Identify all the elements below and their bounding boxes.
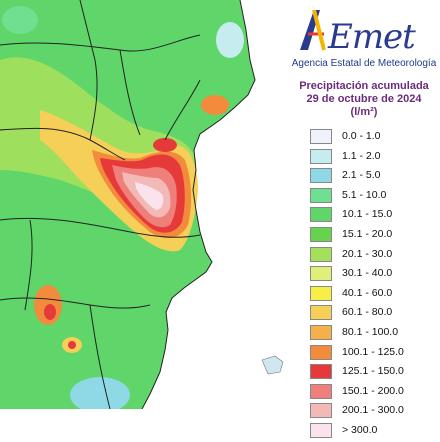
precipitation-map — [0, 0, 284, 409]
legend-label: 60.1 - 80.0 — [342, 306, 393, 319]
legend-swatch — [310, 403, 332, 419]
aemet-logo: Emet — [294, 4, 434, 60]
island — [261, 355, 284, 375]
coastline — [141, 0, 256, 409]
legend: 0.0 - 1.0 1.1 - 2.0 2.1 - 5.0 5.1 - 10.0 10.… — [310, 128, 440, 442]
map-title: Precipitación acumulada 29 de octubre de… — [288, 80, 440, 119]
legend-swatch — [310, 148, 332, 164]
legend-panel: Emet Agencia Estatal de Meteorología Pre… — [288, 0, 440, 438]
legend-label: > 300.0 — [342, 423, 378, 436]
legend-swatch — [310, 129, 332, 144]
legend-swatch — [310, 266, 332, 282]
legend-item: 15.1 - 20.0 — [310, 226, 440, 246]
legend-swatch — [310, 305, 332, 321]
legend-label: 30.1 - 40.0 — [342, 267, 393, 280]
legend-label: 15.1 - 20.0 — [342, 227, 393, 240]
svg-text:Emet: Emet — [327, 17, 416, 57]
legend-label: 100.1 - 125.0 — [342, 345, 404, 358]
legend-item: 150.1 - 200.0 — [310, 383, 440, 403]
legend-swatch — [310, 168, 332, 184]
legend-item: 30.1 - 40.0 — [310, 265, 440, 285]
band-over-300 — [135, 182, 164, 210]
legend-swatch — [310, 226, 332, 242]
dry-patch-1 — [70, 377, 130, 409]
aemet-logo-mark: Emet — [300, 9, 417, 57]
legend-item: 5.1 - 10.0 — [310, 187, 440, 207]
legend-item: 200.1 - 300.0 — [310, 402, 440, 422]
south-red-spot-2 — [68, 341, 76, 349]
title-line-2: 29 de octubre de 2024 — [306, 93, 422, 105]
legend-item: 20.1 - 30.0 — [310, 246, 440, 266]
legend-swatch — [310, 187, 332, 203]
legend-swatch — [310, 207, 332, 223]
legend-swatch — [310, 383, 332, 399]
legend-label: 0.0 - 1.0 — [342, 130, 381, 142]
south-red-spot — [44, 304, 56, 320]
dry-patch-3 — [216, 22, 244, 58]
legend-swatch — [310, 285, 332, 301]
legend-item: 10.1 - 15.0 — [310, 206, 440, 226]
legend-item: 0.0 - 1.0 — [310, 128, 440, 148]
legend-item: 40.1 - 60.0 — [310, 285, 440, 305]
province-borders — [0, 0, 201, 409]
legend-item: 125.1 - 150.0 — [310, 363, 440, 383]
legend-label: 10.1 - 15.0 — [342, 208, 393, 221]
legend-label: 5.1 - 10.0 — [342, 188, 387, 201]
legend-item: 2.1 - 5.0 — [310, 167, 440, 187]
legend-swatch — [310, 324, 332, 340]
legend-item: 60.1 - 80.0 — [310, 304, 440, 324]
north-orange-spot — [201, 95, 229, 115]
title-unit: (l/m²) — [350, 106, 378, 118]
legend-swatch — [310, 364, 332, 380]
legend-swatch — [310, 344, 332, 360]
legend-label: 1.1 - 2.0 — [342, 149, 381, 162]
north-red-spot — [153, 138, 177, 152]
legend-label: 40.1 - 60.0 — [342, 286, 393, 299]
title-line-1: Precipitación acumulada — [299, 80, 429, 92]
legend-label: 20.1 - 30.0 — [342, 247, 393, 260]
legend-swatch — [310, 422, 332, 438]
legend-item: 100.1 - 125.0 — [310, 344, 440, 364]
legend-label: 200.1 - 300.0 — [342, 404, 404, 417]
legend-swatch — [310, 246, 332, 262]
legend-label: 150.1 - 200.0 — [342, 384, 404, 397]
legend-item: 1.1 - 2.0 — [310, 148, 440, 168]
dry-patch-2 — [2, 6, 38, 34]
agency-name: Agencia Estatal de Meteorología — [291, 58, 437, 69]
legend-item: 80.1 - 100.0 — [310, 324, 440, 344]
legend-label: 2.1 - 5.0 — [342, 169, 381, 182]
legend-item: > 300.0 — [310, 422, 440, 442]
legend-label: 125.1 - 150.0 — [342, 365, 404, 378]
legend-label: 80.1 - 100.0 — [342, 325, 399, 338]
